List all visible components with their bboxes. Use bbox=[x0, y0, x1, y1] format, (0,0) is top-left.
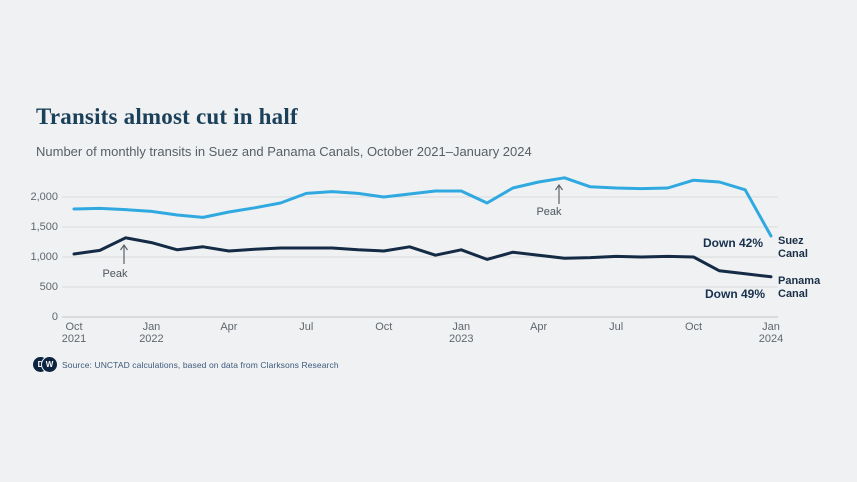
suez-down-annotation: Down 42% bbox=[702, 236, 763, 250]
suez-peak-annotation: Peak bbox=[536, 206, 562, 218]
x-tick-month: Jul bbox=[609, 321, 624, 333]
x-tick-label-Oct: Oct bbox=[668, 321, 720, 333]
x-tick-label-Jan2024: Jan 2024 bbox=[745, 321, 797, 345]
suez-series-label-line1: Suez bbox=[778, 235, 804, 247]
x-tick-label-Apr: Apr bbox=[513, 321, 565, 333]
x-tick-year: 2021 bbox=[61, 333, 87, 345]
x-tick-year: 2023 bbox=[448, 333, 474, 345]
x-tick-year: 2024 bbox=[758, 333, 784, 345]
y-tick-label-1,500: 1,500 bbox=[30, 221, 58, 233]
y-tick-label-500: 500 bbox=[39, 281, 58, 293]
panama-series-label-line2: Canal bbox=[778, 288, 808, 300]
x-tick-month: Oct bbox=[684, 321, 703, 333]
x-tick-month: Jul bbox=[299, 321, 314, 333]
x-tick-month: Apr bbox=[530, 321, 548, 333]
panama-series-label-line1: Panama bbox=[778, 275, 821, 287]
x-tick-label-Jul: Jul bbox=[590, 321, 642, 333]
page-subtitle: Number of monthly transits in Suez and P… bbox=[36, 144, 532, 159]
x-tick-label-Jan2022: Jan 2022 bbox=[125, 321, 177, 345]
x-tick-label-Oct2021: Oct 2021 bbox=[48, 321, 100, 345]
panama-peak-arrow-head bbox=[120, 243, 128, 251]
dw-logo: D W bbox=[33, 356, 57, 375]
panama-series-label: Panama Canal bbox=[778, 275, 848, 301]
x-tick-month: Jan bbox=[142, 321, 161, 333]
suez-series-label-line2: Canal bbox=[778, 248, 808, 260]
suez-peak-arrow-head bbox=[555, 183, 563, 191]
x-tick-month: Jan bbox=[762, 321, 780, 333]
x-tick-month: Oct bbox=[65, 321, 83, 333]
x-tick-month: Oct bbox=[375, 321, 393, 333]
panama-down-annotation: Down 49% bbox=[704, 287, 765, 301]
x-tick-label-Jul: Jul bbox=[280, 321, 332, 333]
y-tick-label-0: 0 bbox=[51, 311, 58, 323]
y-tick-label-1,000: 1,000 bbox=[30, 251, 58, 263]
panama-peak-annotation: Peak bbox=[102, 268, 128, 280]
x-tick-label-Jan2023: Jan 2023 bbox=[435, 321, 487, 345]
x-tick-month: Apr bbox=[220, 321, 238, 333]
suez-canal-line bbox=[72, 176, 773, 238]
x-tick-month: Jan bbox=[452, 321, 471, 333]
x-tick-label-Apr: Apr bbox=[203, 321, 255, 333]
y-tick-label-2,000: 2,000 bbox=[30, 191, 58, 203]
suez-series-label: Suez Canal bbox=[778, 235, 848, 261]
x-tick-year: 2022 bbox=[139, 333, 164, 345]
source-attribution: Source: UNCTAD calculations, based on da… bbox=[62, 360, 339, 370]
x-tick-label-Oct: Oct bbox=[358, 321, 410, 333]
panama-canal-line bbox=[72, 236, 773, 279]
dw-logo-w-circle: W bbox=[42, 357, 57, 372]
page-title: Transits almost cut in half bbox=[36, 104, 298, 129]
